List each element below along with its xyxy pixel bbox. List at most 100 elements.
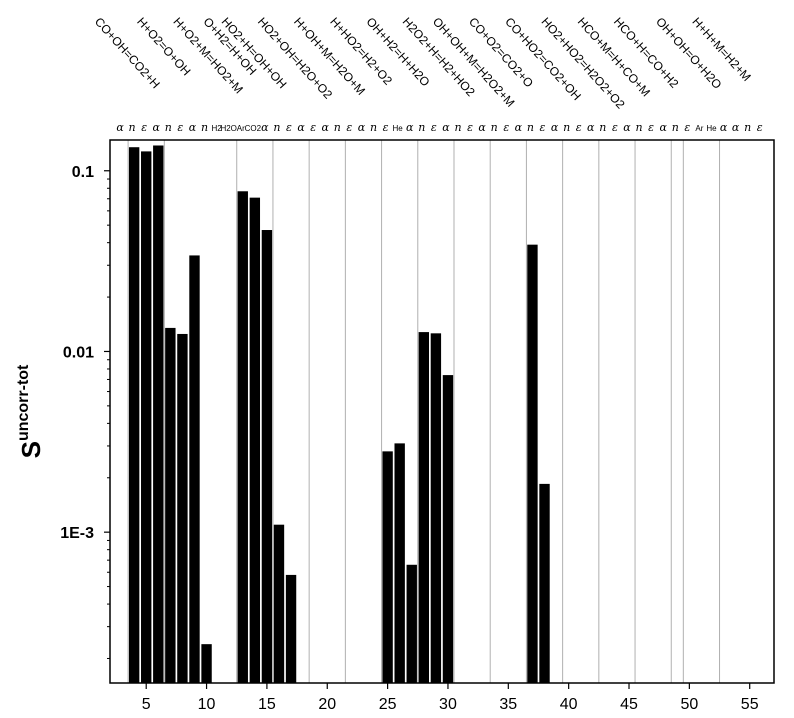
parameter-label: ε xyxy=(346,121,352,134)
parameter-label: ε xyxy=(503,121,509,134)
y-tick-label: 0.1 xyxy=(72,164,94,181)
parameter-label: ε xyxy=(431,121,437,134)
x-tick-label: 35 xyxy=(499,696,517,713)
parameter-label: α xyxy=(322,121,330,134)
parameter-label: n xyxy=(454,121,461,134)
group-separators xyxy=(127,140,721,683)
parameter-label: He xyxy=(393,124,404,133)
parameter-label: α xyxy=(189,121,197,134)
bar xyxy=(430,333,442,683)
parameter-label: n xyxy=(273,121,280,134)
parameter-label: α xyxy=(732,121,740,134)
parameter-label: α xyxy=(515,121,523,134)
parameter-label: n xyxy=(744,121,751,134)
bar xyxy=(394,443,405,683)
parameter-label: α xyxy=(551,121,559,134)
bar xyxy=(153,145,164,684)
parameter-label: α xyxy=(153,121,161,134)
parameter-label: n xyxy=(635,121,642,134)
parameter-label: n xyxy=(334,121,341,134)
y-axis-title: Suncorr-tot xyxy=(15,364,46,458)
parameter-label: α xyxy=(623,121,631,134)
bar xyxy=(539,483,550,683)
x-tick-label: 15 xyxy=(258,696,276,713)
parameter-label: H2 xyxy=(211,124,222,133)
parameter-label: ε xyxy=(310,121,316,134)
parameter-label: ε xyxy=(648,121,654,134)
reaction-label: OH+H2=H+H2O xyxy=(363,15,432,90)
bar xyxy=(273,524,285,683)
bar xyxy=(201,644,212,683)
parameter-label: α xyxy=(297,121,305,134)
parameter-label: ε xyxy=(286,121,292,134)
parameter-label: H2O xyxy=(220,124,236,133)
bar xyxy=(382,451,393,683)
bar xyxy=(189,255,200,684)
parameter-label: n xyxy=(201,121,208,134)
x-tick-label: 30 xyxy=(439,696,457,713)
parameter-label: α xyxy=(358,121,366,134)
parameter-label: ε xyxy=(612,121,618,134)
parameter-label: α xyxy=(478,121,486,134)
x-tick-label: 10 xyxy=(198,696,216,713)
x-tick-label: 40 xyxy=(560,696,578,713)
bar xyxy=(406,564,417,683)
parameter-label: α xyxy=(587,121,595,134)
y-axis-title-main: S xyxy=(16,441,46,458)
x-tick-label: 25 xyxy=(379,696,397,713)
parameter-label: n xyxy=(491,121,498,134)
parameter-label: α xyxy=(116,121,124,134)
parameter-label: ε xyxy=(540,121,546,134)
parameter-label: Ar xyxy=(237,124,245,133)
bar xyxy=(128,147,140,684)
reaction-labels: CO+OH=CO2+HH+O2=O+OHH+O2+M=HO2+MO+H2=H+O… xyxy=(92,15,754,112)
y-axis-title-superscript: uncorr-tot xyxy=(15,364,32,441)
x-tick-label: 55 xyxy=(741,696,759,713)
bar xyxy=(141,151,152,684)
parameter-label: n xyxy=(672,121,679,134)
y-tick-label: 1E-3 xyxy=(60,525,94,542)
reaction-label: CO+O2=CO2+O xyxy=(466,15,536,91)
parameter-label: n xyxy=(563,121,570,134)
parameter-label: α xyxy=(659,121,667,134)
parameter-label: ε xyxy=(177,121,183,134)
parameter-label: ε xyxy=(576,121,582,134)
bar xyxy=(442,375,454,683)
parameter-label: ε xyxy=(757,121,763,134)
x-axis: 5 10 15 20 25 30 35 40 45 50 55 xyxy=(142,683,759,713)
bar xyxy=(249,197,261,683)
parameter-label: He xyxy=(706,124,717,133)
parameter-label: ε xyxy=(684,121,690,134)
plot-frame xyxy=(109,139,775,684)
bar xyxy=(237,191,248,684)
bar xyxy=(165,327,176,683)
bar xyxy=(285,574,297,683)
parameter-label: α xyxy=(442,121,450,134)
parameter-label: n xyxy=(527,121,534,134)
parameter-label: n xyxy=(370,121,377,134)
bar xyxy=(527,244,538,683)
parameter-label: α xyxy=(261,121,269,134)
parameter-label: n xyxy=(165,121,172,134)
bar xyxy=(418,332,430,683)
x-tick-label: 50 xyxy=(680,696,698,713)
parameter-label: n xyxy=(129,121,136,134)
parameter-label: α xyxy=(720,121,728,134)
parameter-label: n xyxy=(599,121,606,134)
bars xyxy=(128,145,550,684)
parameter-label: Ar xyxy=(695,124,703,133)
x-tick-label: 5 xyxy=(142,696,151,713)
y-axis: 1E-3 0.01 0.1 xyxy=(60,164,110,659)
x-tick-label: 20 xyxy=(318,696,336,713)
parameter-label: n xyxy=(418,121,425,134)
y-tick-label: 0.01 xyxy=(63,344,94,361)
bar xyxy=(177,333,188,683)
x-tick-label: 45 xyxy=(620,696,638,713)
parameter-label: ε xyxy=(467,121,473,134)
bar xyxy=(261,230,273,684)
parameter-label: CO2 xyxy=(245,124,262,133)
parameter-label: ε xyxy=(383,121,389,134)
parameter-label: α xyxy=(406,121,414,134)
